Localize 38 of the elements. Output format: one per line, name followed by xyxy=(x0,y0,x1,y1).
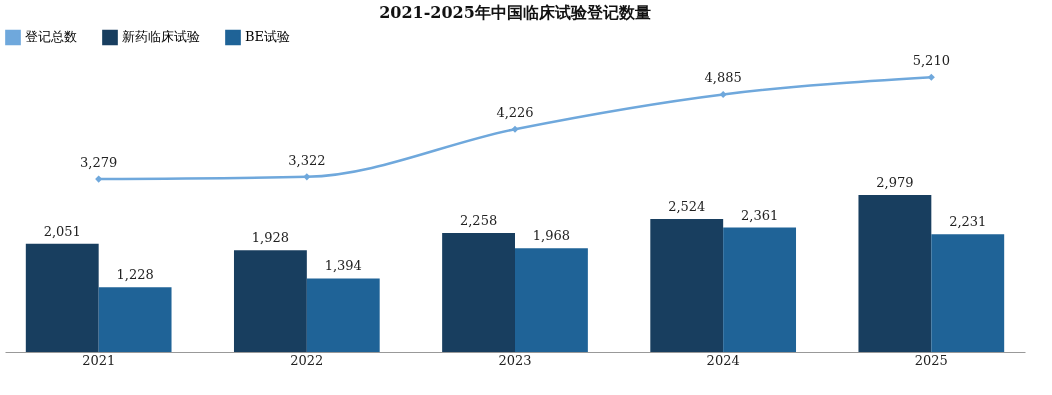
x-tick-label: 2023 xyxy=(498,352,532,368)
legend-label: BE试验 xyxy=(245,29,291,45)
bar xyxy=(442,232,515,352)
data-label: 2,979 xyxy=(876,174,914,190)
point xyxy=(719,90,727,98)
data-label: 2,231 xyxy=(949,214,987,230)
data-label: 2,258 xyxy=(459,212,498,228)
data-label: 4,226 xyxy=(496,105,534,121)
bar xyxy=(858,194,932,352)
bar xyxy=(25,243,99,352)
data-label: 1,968 xyxy=(532,228,571,244)
legend-label: 新药临床试验 xyxy=(122,29,200,45)
bar xyxy=(98,287,172,352)
x-tick-label: 2022 xyxy=(290,352,324,368)
data-label: 1,394 xyxy=(324,258,362,274)
bar xyxy=(650,218,724,352)
point xyxy=(303,173,311,181)
data-label: 3,322 xyxy=(288,152,326,168)
bar xyxy=(723,227,797,352)
x-tick-label: 2024 xyxy=(706,352,740,368)
bar xyxy=(515,248,588,352)
legend-label: 登记总数 xyxy=(25,29,77,45)
data-label: 1,928 xyxy=(251,230,290,246)
data-label: 4,885 xyxy=(704,70,742,86)
data-label: 2,051 xyxy=(43,223,81,239)
data-label: 1,228 xyxy=(116,267,154,283)
data-label: 2,524 xyxy=(668,198,706,214)
chart-title: 2021-2025年中国临床试验登记数量 xyxy=(379,3,651,22)
x-tick-label: 2021 xyxy=(82,352,116,368)
data-label: 3,279 xyxy=(80,155,118,171)
data-label: 2,361 xyxy=(740,207,779,223)
data-label: 5,210 xyxy=(912,53,950,69)
point xyxy=(927,73,935,81)
bar xyxy=(931,234,1005,352)
bar xyxy=(233,250,307,352)
bar xyxy=(306,278,380,352)
point xyxy=(511,125,519,133)
x-tick-label: 2025 xyxy=(914,352,948,368)
